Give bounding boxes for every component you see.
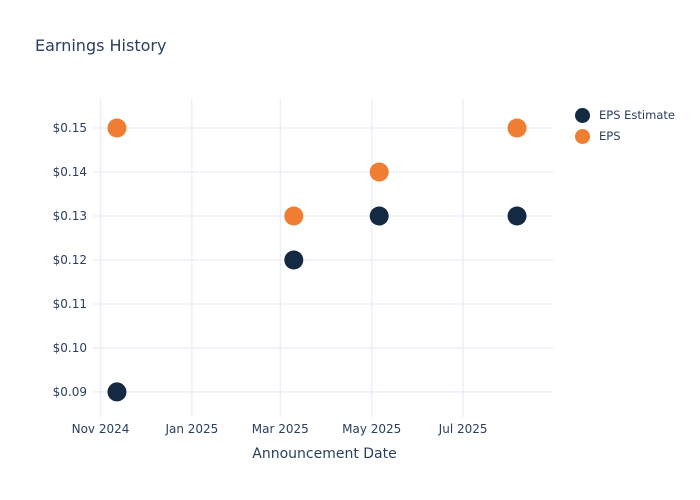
y-tick-label: $0.12 — [53, 253, 87, 267]
data-point-eps[interactable] — [369, 162, 389, 182]
y-tick-label: $0.15 — [53, 121, 87, 135]
data-point-eps[interactable] — [284, 206, 304, 226]
y-tick-label: $0.14 — [53, 165, 87, 179]
x-tick-label: May 2025 — [342, 422, 401, 436]
y-tick-label: $0.10 — [53, 341, 87, 355]
legend-label-eps: EPS — [599, 129, 621, 143]
legend-marker-eps-estimate — [575, 107, 590, 123]
data-point-eps-estimate[interactable] — [507, 206, 527, 226]
x-tick-label: Nov 2024 — [72, 422, 130, 436]
legend-marker-eps — [575, 128, 590, 144]
y-tick-label: $0.13 — [53, 209, 87, 223]
data-point-eps-estimate[interactable] — [107, 382, 127, 402]
legend-item-eps[interactable]: EPS — [575, 127, 675, 145]
chart-title: Earnings History — [35, 36, 167, 55]
data-point-eps-estimate[interactable] — [284, 250, 304, 270]
x-tick-label: Mar 2025 — [252, 422, 309, 436]
y-tick-label: $0.11 — [53, 297, 87, 311]
data-point-eps-estimate[interactable] — [369, 206, 389, 226]
x-tick-label: Jul 2025 — [438, 422, 488, 436]
legend-item-eps-estimate[interactable]: EPS Estimate — [575, 106, 675, 124]
data-point-eps[interactable] — [507, 118, 527, 138]
x-axis-title: Announcement Date — [252, 446, 397, 462]
y-tick-label: $0.09 — [53, 385, 87, 399]
x-tick-label: Jan 2025 — [164, 422, 218, 436]
data-point-eps[interactable] — [107, 118, 127, 138]
legend-label-eps-estimate: EPS Estimate — [599, 108, 675, 122]
legend: EPS Estimate EPS — [575, 106, 675, 145]
